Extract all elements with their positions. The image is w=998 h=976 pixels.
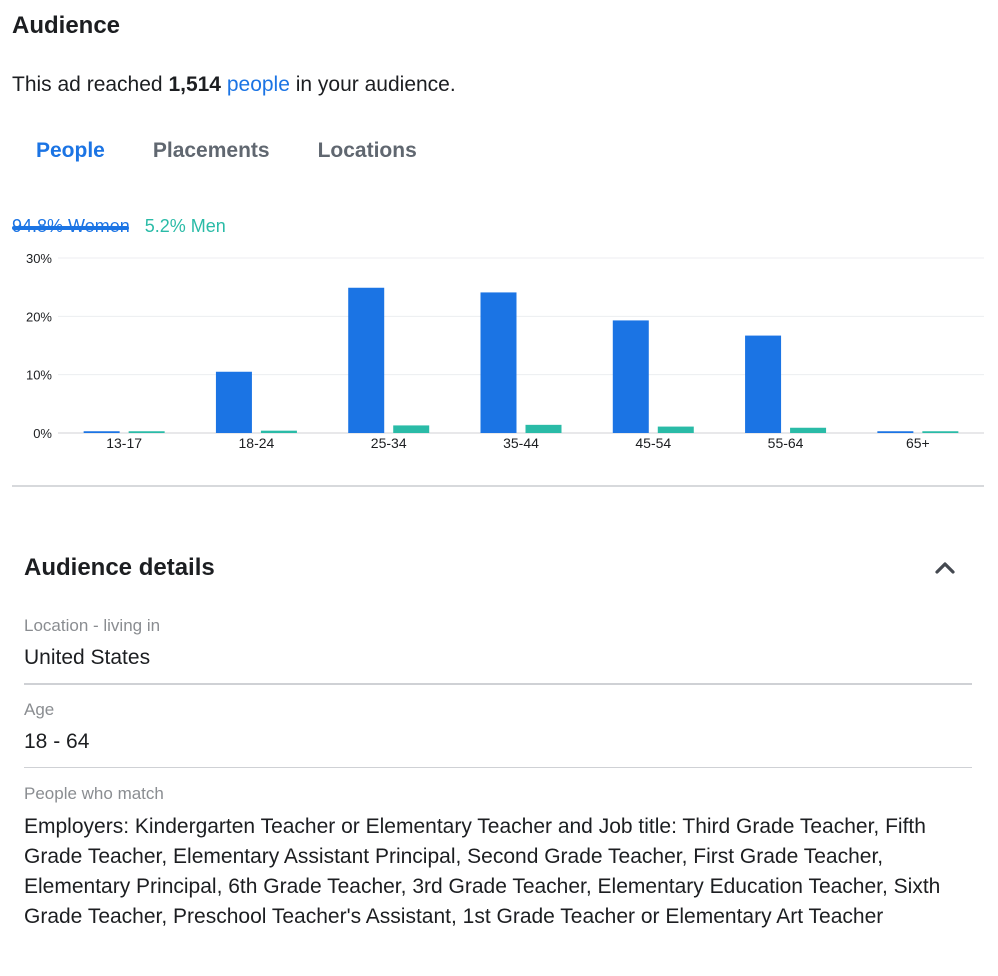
gender-legend: 94.8% Women 5.2% Men — [12, 216, 226, 237]
tab-locations-label: Locations — [317, 139, 417, 162]
x-tick-label: 25-34 — [371, 435, 407, 451]
reach-summary: This ad reached 1,514 people in your aud… — [12, 73, 456, 97]
bar-women — [480, 292, 517, 433]
legend-men: 5.2% Men — [144, 216, 226, 236]
age-detail: Age 18 - 64 — [24, 700, 972, 754]
age-value: 18 - 64 — [24, 730, 90, 753]
tab-people[interactable]: People — [12, 124, 129, 230]
tab-placements[interactable]: Placements — [129, 124, 294, 197]
reach-prefix: This ad reached — [12, 73, 163, 96]
location-label: Location - living in — [24, 616, 161, 635]
x-tick-label: 45-54 — [635, 435, 671, 451]
bar-men — [260, 430, 297, 433]
bar-men — [128, 431, 165, 433]
y-tick-label: 20% — [26, 309, 52, 324]
match-value: Employers: Kindergarten Teacher or Eleme… — [24, 815, 941, 928]
x-tick-label: 18-24 — [239, 435, 275, 451]
people-link[interactable]: people — [226, 73, 290, 96]
active-tab-indicator — [12, 226, 129, 230]
x-tick-label: 65+ — [906, 435, 930, 451]
age-gender-chart: 0% 10% 20% 30% 13-17 18-24 25-34 35-44 45-54 55-6… — [26, 251, 984, 451]
x-tick-label: 13-17 — [106, 435, 142, 451]
audience-details-title: Audience details — [24, 554, 215, 581]
location-detail: Location - living in United States — [24, 616, 972, 670]
y-tick-label: 0% — [33, 426, 52, 441]
bar-men — [790, 427, 827, 433]
bar-women — [83, 431, 120, 433]
bar-women — [877, 431, 914, 433]
bar-women — [612, 320, 649, 433]
collapse-button[interactable] — [930, 555, 960, 581]
reach-suffix: in your audience. — [295, 73, 456, 96]
chevron-up-icon — [935, 562, 955, 574]
bar-men — [393, 425, 430, 433]
section-divider — [12, 485, 984, 487]
tab-placements-label: Placements — [152, 139, 270, 162]
match-label: People who match — [24, 784, 164, 803]
bar-women — [348, 287, 385, 433]
y-tick-label: 30% — [26, 251, 52, 266]
x-tick-label: 55-64 — [768, 435, 804, 451]
reach-count: 1,514 — [168, 73, 221, 96]
bar-men — [525, 424, 562, 433]
match-detail: People who match Employers: Kindergarten… — [24, 784, 972, 932]
bar-women — [745, 335, 782, 433]
tab-people-label: People — [36, 139, 105, 162]
tab-locations[interactable]: Locations — [294, 124, 441, 197]
bar-men — [657, 426, 694, 433]
age-label: Age — [24, 700, 55, 719]
detail-divider — [24, 767, 972, 768]
audience-tabs: People Placements Locations — [12, 124, 441, 230]
legend-women: 94.8% Women — [12, 216, 130, 236]
detail-divider — [24, 683, 972, 685]
x-tick-label: 35-44 — [503, 435, 539, 451]
bar-men — [922, 431, 959, 433]
audience-title: Audience — [12, 12, 121, 39]
y-tick-label: 10% — [26, 368, 52, 383]
location-value: United States — [24, 646, 151, 669]
bar-women — [215, 371, 252, 433]
